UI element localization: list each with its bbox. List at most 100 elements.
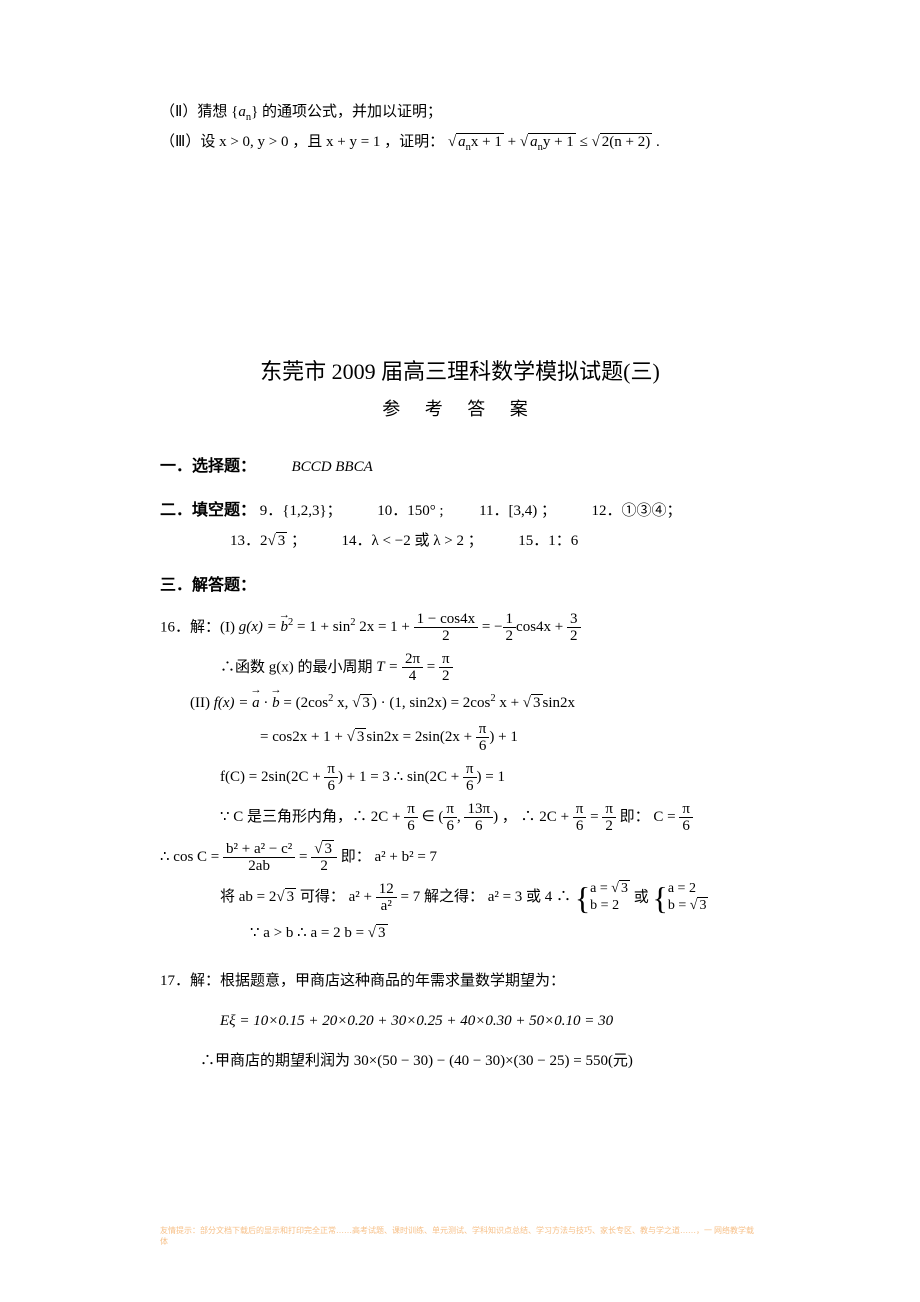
vector-b-icon: b (281, 615, 289, 639)
ans-10: 10．150° ; (377, 503, 443, 519)
q16-part2: (II) f(x) = a · b = (2cos2 x, 3) · (1, s… (190, 691, 760, 715)
ans-13-post: ； (287, 533, 306, 549)
fraction: π2 (439, 651, 453, 685)
num: 1 (503, 611, 517, 629)
fraction: 13π6 (464, 801, 493, 835)
text: 16．解：(I) (160, 619, 239, 635)
section-1-head: 一．选择题： (160, 458, 256, 475)
fraction: 12a² (376, 881, 397, 915)
sqrt-icon: 3 (523, 691, 543, 715)
num: 3 (567, 611, 581, 629)
num: π (463, 761, 477, 779)
fx: f(x) = (214, 695, 252, 711)
plus: + (504, 134, 520, 150)
den: 6 (404, 818, 418, 835)
q16-period: ∴函数 g(x) 的最小周期 T = 2π4 = π2 (220, 651, 760, 685)
den: 2 (414, 628, 478, 645)
t: a = 2 (668, 881, 709, 898)
rad: 3 (276, 532, 288, 549)
sqrt-icon: 3 (314, 841, 334, 858)
num: π (443, 801, 457, 819)
ans-15: 15．1：6 (518, 533, 578, 549)
den: 6 (679, 818, 693, 835)
den: a² (376, 898, 397, 915)
q16-eq3: = cos2x + 1 + 3sin2x = 2sin(2x + π6) + 1 (260, 721, 760, 755)
t: x + (496, 695, 523, 711)
sqrt-icon: 3 (352, 691, 372, 715)
var: a (458, 134, 466, 150)
var: a (238, 104, 246, 120)
section-3-head: 三．解答题： (160, 573, 760, 599)
sqrt-icon: 3 (368, 921, 388, 945)
den: 6 (573, 818, 587, 835)
t: a = (590, 881, 611, 896)
vector-a-icon: a (252, 691, 260, 715)
t: = 1 + sin (293, 619, 350, 635)
t: f(C) = 2sin(2C + (220, 769, 324, 785)
t: = (2cos (280, 695, 328, 711)
or: 或 (634, 889, 653, 905)
rad: 3 (619, 880, 630, 896)
t: ∈ ( (418, 809, 444, 825)
fraction: π6 (679, 801, 693, 835)
t: ∴ cos C = (160, 849, 223, 865)
num: π (573, 801, 587, 819)
ans-9-pre: 9． (260, 503, 283, 519)
den: 2 (311, 858, 337, 875)
rad: 3 (355, 728, 367, 745)
den: 6 (463, 778, 477, 795)
num: 12 (376, 881, 397, 899)
rad: 3 (322, 840, 334, 857)
num: 1 − cos4x (414, 611, 478, 629)
fraction: 2π4 (402, 651, 423, 685)
num: 2π (402, 651, 423, 669)
fraction: π6 (404, 801, 418, 835)
q17-expectation: Eξ = 10×0.15 + 20×0.20 + 30×0.25 + 40×0.… (220, 1009, 760, 1033)
fraction: 32 (311, 841, 337, 875)
den: 6 (324, 778, 338, 795)
t: = (295, 849, 311, 865)
t: 2x = 1 + (355, 619, 413, 635)
t: sin2x = 2sin(2x + (366, 729, 475, 745)
den: 6 (464, 818, 493, 835)
num: π (679, 801, 693, 819)
sqrt: any + 1 (520, 130, 576, 154)
num: π (476, 721, 490, 739)
t: = (586, 809, 602, 825)
sqrt: 2(n + 2) (592, 130, 653, 154)
q17-profit: ∴甲商店的期望利润为 30×(50 − 30) − (40 − 30)×(30 … (200, 1049, 760, 1073)
var: a (530, 134, 538, 150)
ans-13-pre: 13． (230, 533, 260, 549)
t: = cos2x + 1 + (260, 729, 347, 745)
fraction: 1 − cos4x2 (414, 611, 478, 645)
fraction: b² + a² − c²2ab (223, 841, 295, 875)
mc-answers: BCCD BBCA (292, 459, 373, 475)
t: x, (333, 695, 352, 711)
problem-line-2: （Ⅱ）猜想 {an} 的通项公式，并加以证明； (160, 100, 760, 124)
q17-intro: 17．解：根据题意，甲商店这种商品的年需求量数学期望为： (160, 969, 760, 993)
t: cos4x + (516, 619, 567, 635)
t: = (423, 659, 439, 675)
text: } 的通项公式，并加以证明； (251, 104, 442, 120)
t: b = 2 (590, 898, 630, 915)
le: ≤ (576, 134, 592, 150)
num: π (439, 651, 453, 669)
q16-cinterval: ∵ C 是三角形内角，∴ 2C + π6 ∈ (π6, 13π6) ， ∴ 2C… (220, 801, 760, 835)
t: 即： a² + b² = 7 (337, 849, 437, 865)
ans-13-num: 2 (260, 533, 268, 549)
sqrt-icon: 3 (268, 529, 288, 553)
t: ∴函数 g(x) 的最小周期 (220, 659, 376, 675)
solution-2: {a = 2b = 3 (652, 881, 708, 915)
t: = 7 解之得： a² = 3 或 4 ∴ (397, 889, 575, 905)
sqrt-icon: 3 (276, 885, 296, 909)
rad-content: 2(n + 2) (600, 133, 652, 150)
section-2: 二．填空题： 9．{1,2,3}； 10．150° ; 11．[3,4) ； 1… (160, 498, 760, 554)
period: . (652, 134, 660, 150)
t: ∵ C 是三角形内角，∴ 2C + (220, 809, 404, 825)
den: 2 (439, 668, 453, 685)
q16-line1: 16．解：(I) g(x) = b2 = 1 + sin2 2x = 1 + 1… (160, 611, 760, 645)
fraction: π2 (602, 801, 616, 835)
num: b² + a² − c² (223, 841, 295, 859)
rad: 3 (376, 924, 388, 941)
sqrt-icon: 3 (690, 898, 709, 915)
